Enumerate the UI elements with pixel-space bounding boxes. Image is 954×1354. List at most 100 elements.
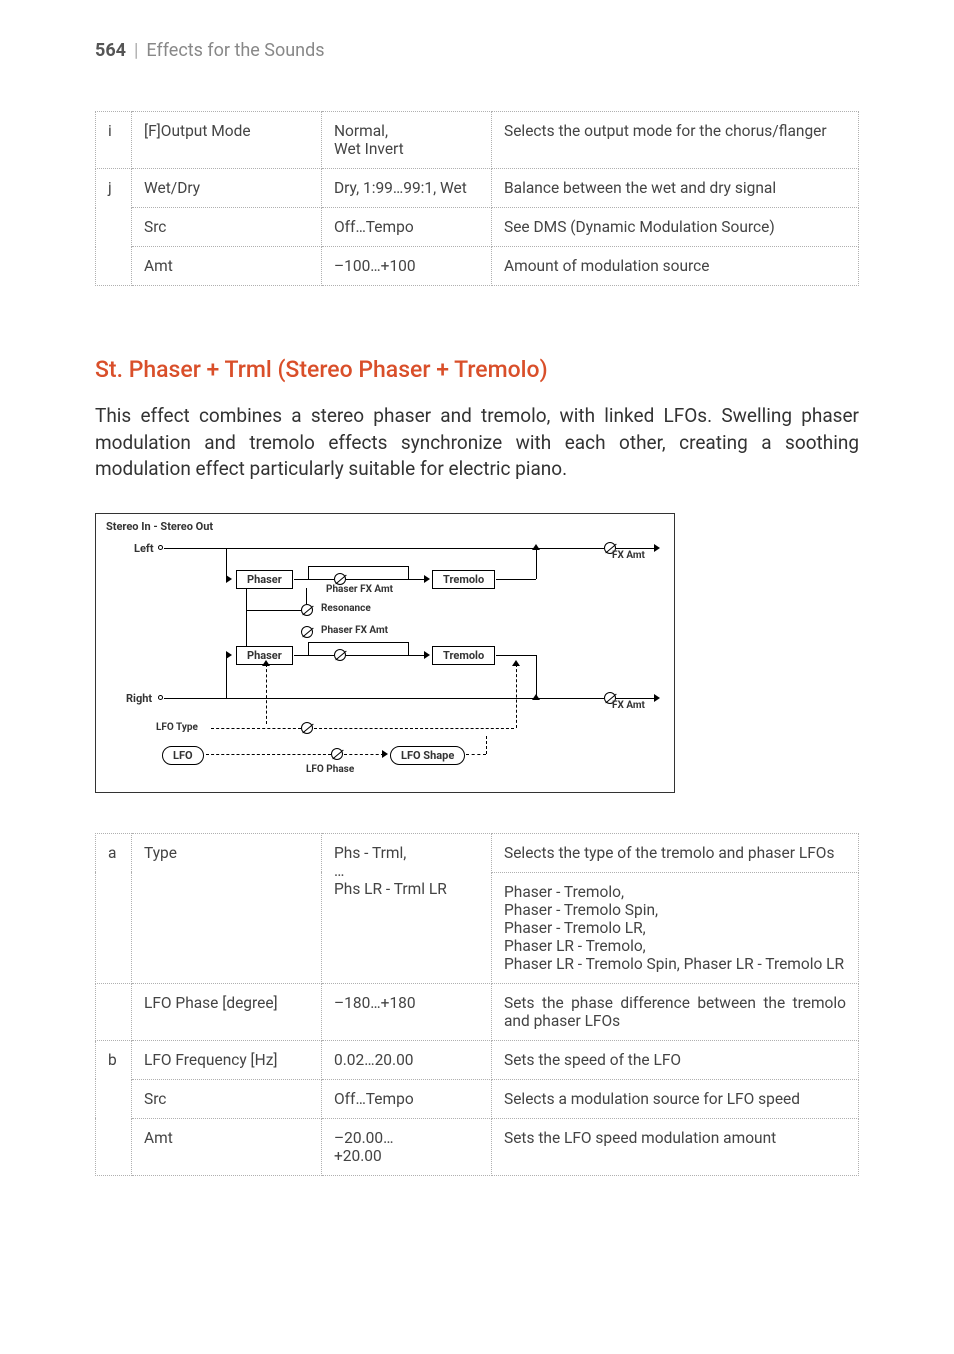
table-row: a Type Phs - Trml, … Phs LR - Trml LR Se…	[96, 833, 859, 872]
lfo-type-label: LFO Type	[156, 722, 198, 733]
section-title: St. Phaser + Trml (Stereo Phaser + Tremo…	[95, 356, 859, 383]
row-index: b	[96, 1040, 132, 1175]
chapter-title: Effects for the Sounds	[146, 40, 324, 61]
param-range: –100…+100	[322, 247, 492, 286]
param-range: Normal, Wet Invert	[322, 112, 492, 169]
page-number: 564	[95, 40, 126, 61]
param-desc: Sets the phase difference between the tr…	[492, 983, 859, 1040]
arrow-up-icon	[262, 660, 270, 666]
arrow-right-icon	[226, 575, 232, 583]
arrow-right-icon	[654, 694, 660, 702]
param-desc: Balance between the wet and dry signal	[492, 169, 859, 208]
signal-line	[308, 566, 309, 579]
knob-icon	[331, 748, 343, 760]
param-name: Amt	[132, 1118, 322, 1175]
dashed-line	[344, 754, 384, 755]
knob-icon	[301, 722, 313, 734]
param-desc: Selects the output mode for the chorus/f…	[492, 112, 859, 169]
row-index	[96, 983, 132, 1040]
phaser-fx-amt-label: Phaser FX Amt	[321, 625, 388, 636]
param-name: LFO Phase [degree]	[132, 983, 322, 1040]
knob-icon	[301, 626, 313, 638]
param-name: LFO Frequency [Hz]	[132, 1040, 322, 1079]
params-table-top: i [F]Output Mode Normal, Wet Invert Sele…	[95, 111, 859, 286]
arrow-right-icon	[424, 575, 430, 583]
table-row: b LFO Frequency [Hz] 0.02…20.00 Sets the…	[96, 1040, 859, 1079]
lfo-box: LFO	[162, 746, 204, 765]
signal-line	[246, 588, 247, 655]
param-range: Dry, 1:99…99:1, Wet	[322, 169, 492, 208]
param-name: Type	[132, 833, 322, 983]
signal-line	[496, 655, 536, 656]
table-row: Amt –20.00… +20.00 Sets the LFO speed mo…	[96, 1118, 859, 1175]
signal-line	[408, 642, 409, 655]
table-row: Src Off…Tempo Selects a modulation sourc…	[96, 1079, 859, 1118]
param-range: Off…Tempo	[322, 208, 492, 247]
phaser-box: Phaser	[236, 570, 293, 589]
param-name: [F]Output Mode	[132, 112, 322, 169]
signal-line	[308, 642, 309, 655]
param-range: –180…+180	[322, 983, 492, 1040]
param-desc: Sets the LFO speed modulation amount	[492, 1118, 859, 1175]
signal-line	[294, 655, 334, 656]
signal-flow-diagram: Stereo In - Stereo Out Left FX Amt Phase…	[95, 513, 675, 793]
table-row: j Wet/Dry Dry, 1:99…99:1, Wet Balance be…	[96, 169, 859, 208]
signal-line	[346, 579, 426, 580]
resonance-label: Resonance	[321, 603, 371, 614]
signal-node-icon	[158, 545, 163, 550]
signal-line	[246, 610, 301, 611]
right-label: Right	[126, 692, 152, 705]
param-range: Phs - Trml, … Phs LR - Trml LR	[322, 833, 492, 983]
arrow-right-icon	[382, 750, 388, 758]
page-separator: |	[134, 40, 138, 61]
dashed-line	[486, 736, 487, 754]
row-index: i	[96, 112, 132, 169]
table-row: Amt –100…+100 Amount of modulation sourc…	[96, 247, 859, 286]
arrow-up-icon	[532, 544, 540, 550]
lfo-shape-box: LFO Shape	[390, 746, 465, 765]
param-desc: Selects the type of the tremolo and phas…	[492, 833, 859, 872]
signal-line	[616, 548, 656, 549]
row-index: j	[96, 169, 132, 286]
param-name: Amt	[132, 247, 322, 286]
param-name: Src	[132, 208, 322, 247]
left-label: Left	[134, 542, 154, 555]
arrow-up-icon	[512, 660, 520, 666]
table-row: i [F]Output Mode Normal, Wet Invert Sele…	[96, 112, 859, 169]
signal-line	[306, 588, 307, 604]
table-row: LFO Phase [degree] –180…+180 Sets the ph…	[96, 983, 859, 1040]
arrow-up-icon	[532, 694, 540, 700]
arrow-right-icon	[654, 544, 660, 552]
param-desc: Sets the speed of the LFO	[492, 1040, 859, 1079]
param-desc: Amount of modulation source	[492, 247, 859, 286]
signal-line	[536, 548, 537, 579]
fx-amt-label: FX Amt	[612, 700, 645, 711]
row-index: a	[96, 833, 132, 983]
signal-line	[308, 566, 408, 567]
signal-line	[408, 566, 409, 579]
dashed-line	[206, 754, 331, 755]
param-name: Wet/Dry	[132, 169, 322, 208]
dashed-line	[466, 754, 486, 755]
arrow-right-icon	[226, 651, 232, 659]
dashed-line	[516, 664, 517, 728]
tremolo-box: Tremolo	[432, 646, 495, 665]
diagram-title: Stereo In - Stereo Out	[106, 520, 213, 533]
param-range: –20.00… +20.00	[322, 1118, 492, 1175]
signal-line	[346, 655, 426, 656]
knob-icon	[301, 604, 313, 616]
signal-line	[308, 642, 408, 643]
signal-node-icon	[158, 695, 163, 700]
fx-amt-label: FX Amt	[612, 550, 645, 561]
param-desc: Selects a modulation source for LFO spee…	[492, 1079, 859, 1118]
signal-line	[536, 655, 537, 699]
table-row: Src Off…Tempo See DMS (Dynamic Modulatio…	[96, 208, 859, 247]
param-desc: See DMS (Dynamic Modulation Source)	[492, 208, 859, 247]
signal-line	[294, 579, 334, 580]
section-body: This effect combines a stereo phaser and…	[95, 403, 859, 483]
param-desc-extra: Phaser - Tremolo, Phaser - Tremolo Spin,…	[492, 872, 859, 983]
phaser-fx-amt-label: Phaser FX Amt	[326, 584, 393, 595]
params-table-bottom: a Type Phs - Trml, … Phs LR - Trml LR Se…	[95, 833, 859, 1176]
knob-icon	[334, 649, 346, 661]
signal-line	[226, 655, 227, 698]
